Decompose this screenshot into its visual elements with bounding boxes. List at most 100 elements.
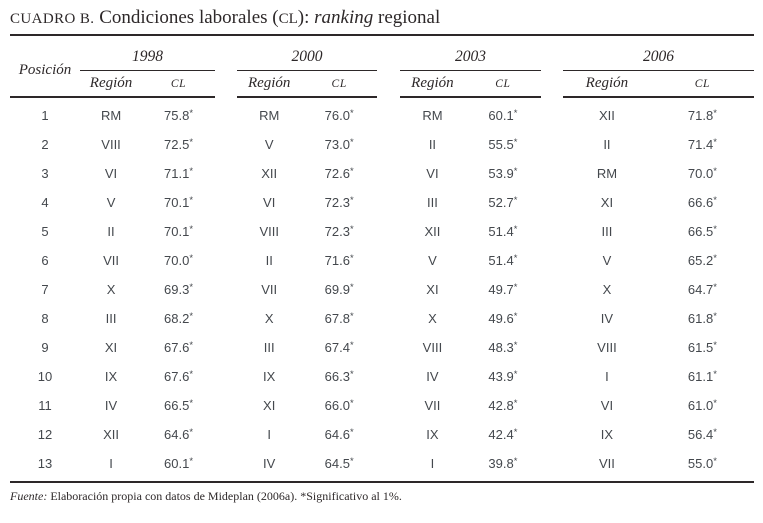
year-group-2000: VI 72.3* xyxy=(237,195,377,210)
cl-value-cell: 66.5* xyxy=(164,398,194,413)
significance-asterisk: * xyxy=(513,427,518,438)
year-group-2000: XI 66.0* xyxy=(237,398,377,413)
year-header-2006: 2006 xyxy=(563,36,754,71)
region-cell: XII xyxy=(261,166,278,181)
position-cell: 2 xyxy=(41,137,49,152)
year-group-1998: V 70.1* xyxy=(80,195,215,210)
cl-value-cell: 56.4* xyxy=(687,427,717,442)
year-group-2003: RM 60.1* xyxy=(400,108,541,123)
cl-value-cell: 42.8* xyxy=(488,398,518,413)
region-cell: X xyxy=(264,311,274,326)
significance-asterisk: * xyxy=(349,166,354,177)
significance-asterisk: * xyxy=(189,137,194,148)
cl-value-cell: 72.3* xyxy=(324,195,354,210)
region-cell: I xyxy=(605,369,609,384)
significance-asterisk: * xyxy=(189,282,194,293)
significance-asterisk: * xyxy=(513,398,518,409)
position-cell: 3 xyxy=(41,166,49,181)
year-group-2000: X 67.8* xyxy=(237,311,377,326)
year-group-1998: VIII 72.5* xyxy=(80,137,215,152)
year-group-2003: I 39.8* xyxy=(400,456,541,471)
year-group-1998: III 68.2* xyxy=(80,311,215,326)
cl-value-cell: 67.4* xyxy=(324,340,354,355)
significance-asterisk: * xyxy=(189,427,194,438)
position-cell: 9 xyxy=(41,340,49,355)
cl-value-cell: 72.6* xyxy=(324,166,354,181)
cl-value-cell: 71.6* xyxy=(324,253,354,268)
year-group-2000: IX 66.3* xyxy=(237,369,377,384)
significance-asterisk: * xyxy=(349,224,354,235)
significance-asterisk: * xyxy=(513,166,518,177)
cl-column-header: CL xyxy=(694,77,711,90)
cl-value-cell: 69.3* xyxy=(164,282,194,297)
year-group-2000: VII 69.9* xyxy=(237,282,377,297)
position-cell: 8 xyxy=(41,311,49,326)
region-cell: IV xyxy=(104,398,118,413)
year-header-2003: 2003 xyxy=(400,36,541,71)
significance-asterisk: * xyxy=(349,369,354,380)
subheader-group-2000: Región CL xyxy=(237,71,377,98)
region-column-header: Región xyxy=(411,75,454,91)
cl-value-cell: 49.6* xyxy=(488,311,518,326)
cl-value-cell: 76.0* xyxy=(324,108,354,123)
cl-value-cell: 52.7* xyxy=(488,195,518,210)
cl-value-cell: 64.6* xyxy=(164,427,194,442)
significance-asterisk: * xyxy=(513,195,518,206)
cl-value-cell: 61.1* xyxy=(687,369,717,384)
region-column-header: Región xyxy=(89,75,133,91)
region-cell: RM xyxy=(596,166,618,181)
year-group-1998: VI 71.1* xyxy=(80,166,215,181)
cl-value-cell: 71.8* xyxy=(687,108,717,123)
cl-value-cell: 70.1* xyxy=(164,195,194,210)
region-cell: XII xyxy=(424,224,441,239)
region-cell: XII xyxy=(103,427,119,442)
region-cell: VIII xyxy=(101,137,121,152)
significance-asterisk: * xyxy=(513,224,518,235)
year-group-2006: I 61.1* xyxy=(563,369,754,384)
source-note: Fuente: Elaboración propia con datos de … xyxy=(10,489,754,504)
subheader-group-1998: Región CL xyxy=(80,71,215,96)
year-group-2006: XI 66.6* xyxy=(563,195,754,210)
significance-asterisk: * xyxy=(189,456,194,467)
region-cell: XII xyxy=(598,108,615,123)
region-cell: IV xyxy=(426,369,439,384)
region-cell: V xyxy=(264,137,274,152)
region-cell: V xyxy=(428,253,437,268)
cl-value-cell: 64.5* xyxy=(324,456,354,471)
year-group-2003: XII 51.4* xyxy=(400,224,541,239)
region-cell: RM xyxy=(259,108,280,123)
year-group-2000: V 73.0* xyxy=(237,137,377,152)
year-group-2000: IV 64.5* xyxy=(237,456,377,471)
subheader-row: Posición Región CL Región CL Región CL Región… xyxy=(10,62,754,98)
region-cell: X xyxy=(602,282,612,297)
significance-asterisk: * xyxy=(513,253,518,264)
region-cell: VI xyxy=(104,166,118,181)
position-and-first-group-wrap: Posición Región CL xyxy=(10,62,215,98)
region-cell: II xyxy=(428,137,437,152)
paper-table-page: CUADRO B. Condiciones laborales (CL): ra… xyxy=(10,0,754,504)
region-cell: II xyxy=(107,224,115,239)
significance-asterisk: * xyxy=(189,311,194,322)
year-group-1998: XI 67.6* xyxy=(80,340,215,355)
region-cell: VII xyxy=(598,456,615,471)
cl-value-cell: 39.8* xyxy=(488,456,518,471)
table-row: 2 VIII 72.5* V 73.0* II 55.5* II 71.4* xyxy=(10,130,754,159)
significance-asterisk: * xyxy=(189,195,194,206)
year-group-2000: II 71.6* xyxy=(237,253,377,268)
region-cell: XI xyxy=(426,282,439,297)
year-group-1998: II 70.1* xyxy=(80,224,215,239)
position-cell: 13 xyxy=(37,456,53,471)
significance-asterisk: * xyxy=(713,456,717,467)
region-cell: VIII xyxy=(259,224,279,239)
year-group-2000: RM 76.0* xyxy=(237,108,377,123)
table-number-label: CUADRO B. xyxy=(10,11,95,27)
year-group-2003: VII 42.8* xyxy=(400,398,541,413)
cl-value-cell: 60.1* xyxy=(488,108,518,123)
region-cell: II xyxy=(603,137,611,152)
year-group-2003: X 49.6* xyxy=(400,311,541,326)
title-text: Condiciones laborales ( xyxy=(94,7,279,28)
significance-asterisk: * xyxy=(713,398,717,409)
significance-asterisk: * xyxy=(349,253,354,264)
significance-asterisk: * xyxy=(713,137,717,148)
year-group-2003: IX 42.4* xyxy=(400,427,541,442)
